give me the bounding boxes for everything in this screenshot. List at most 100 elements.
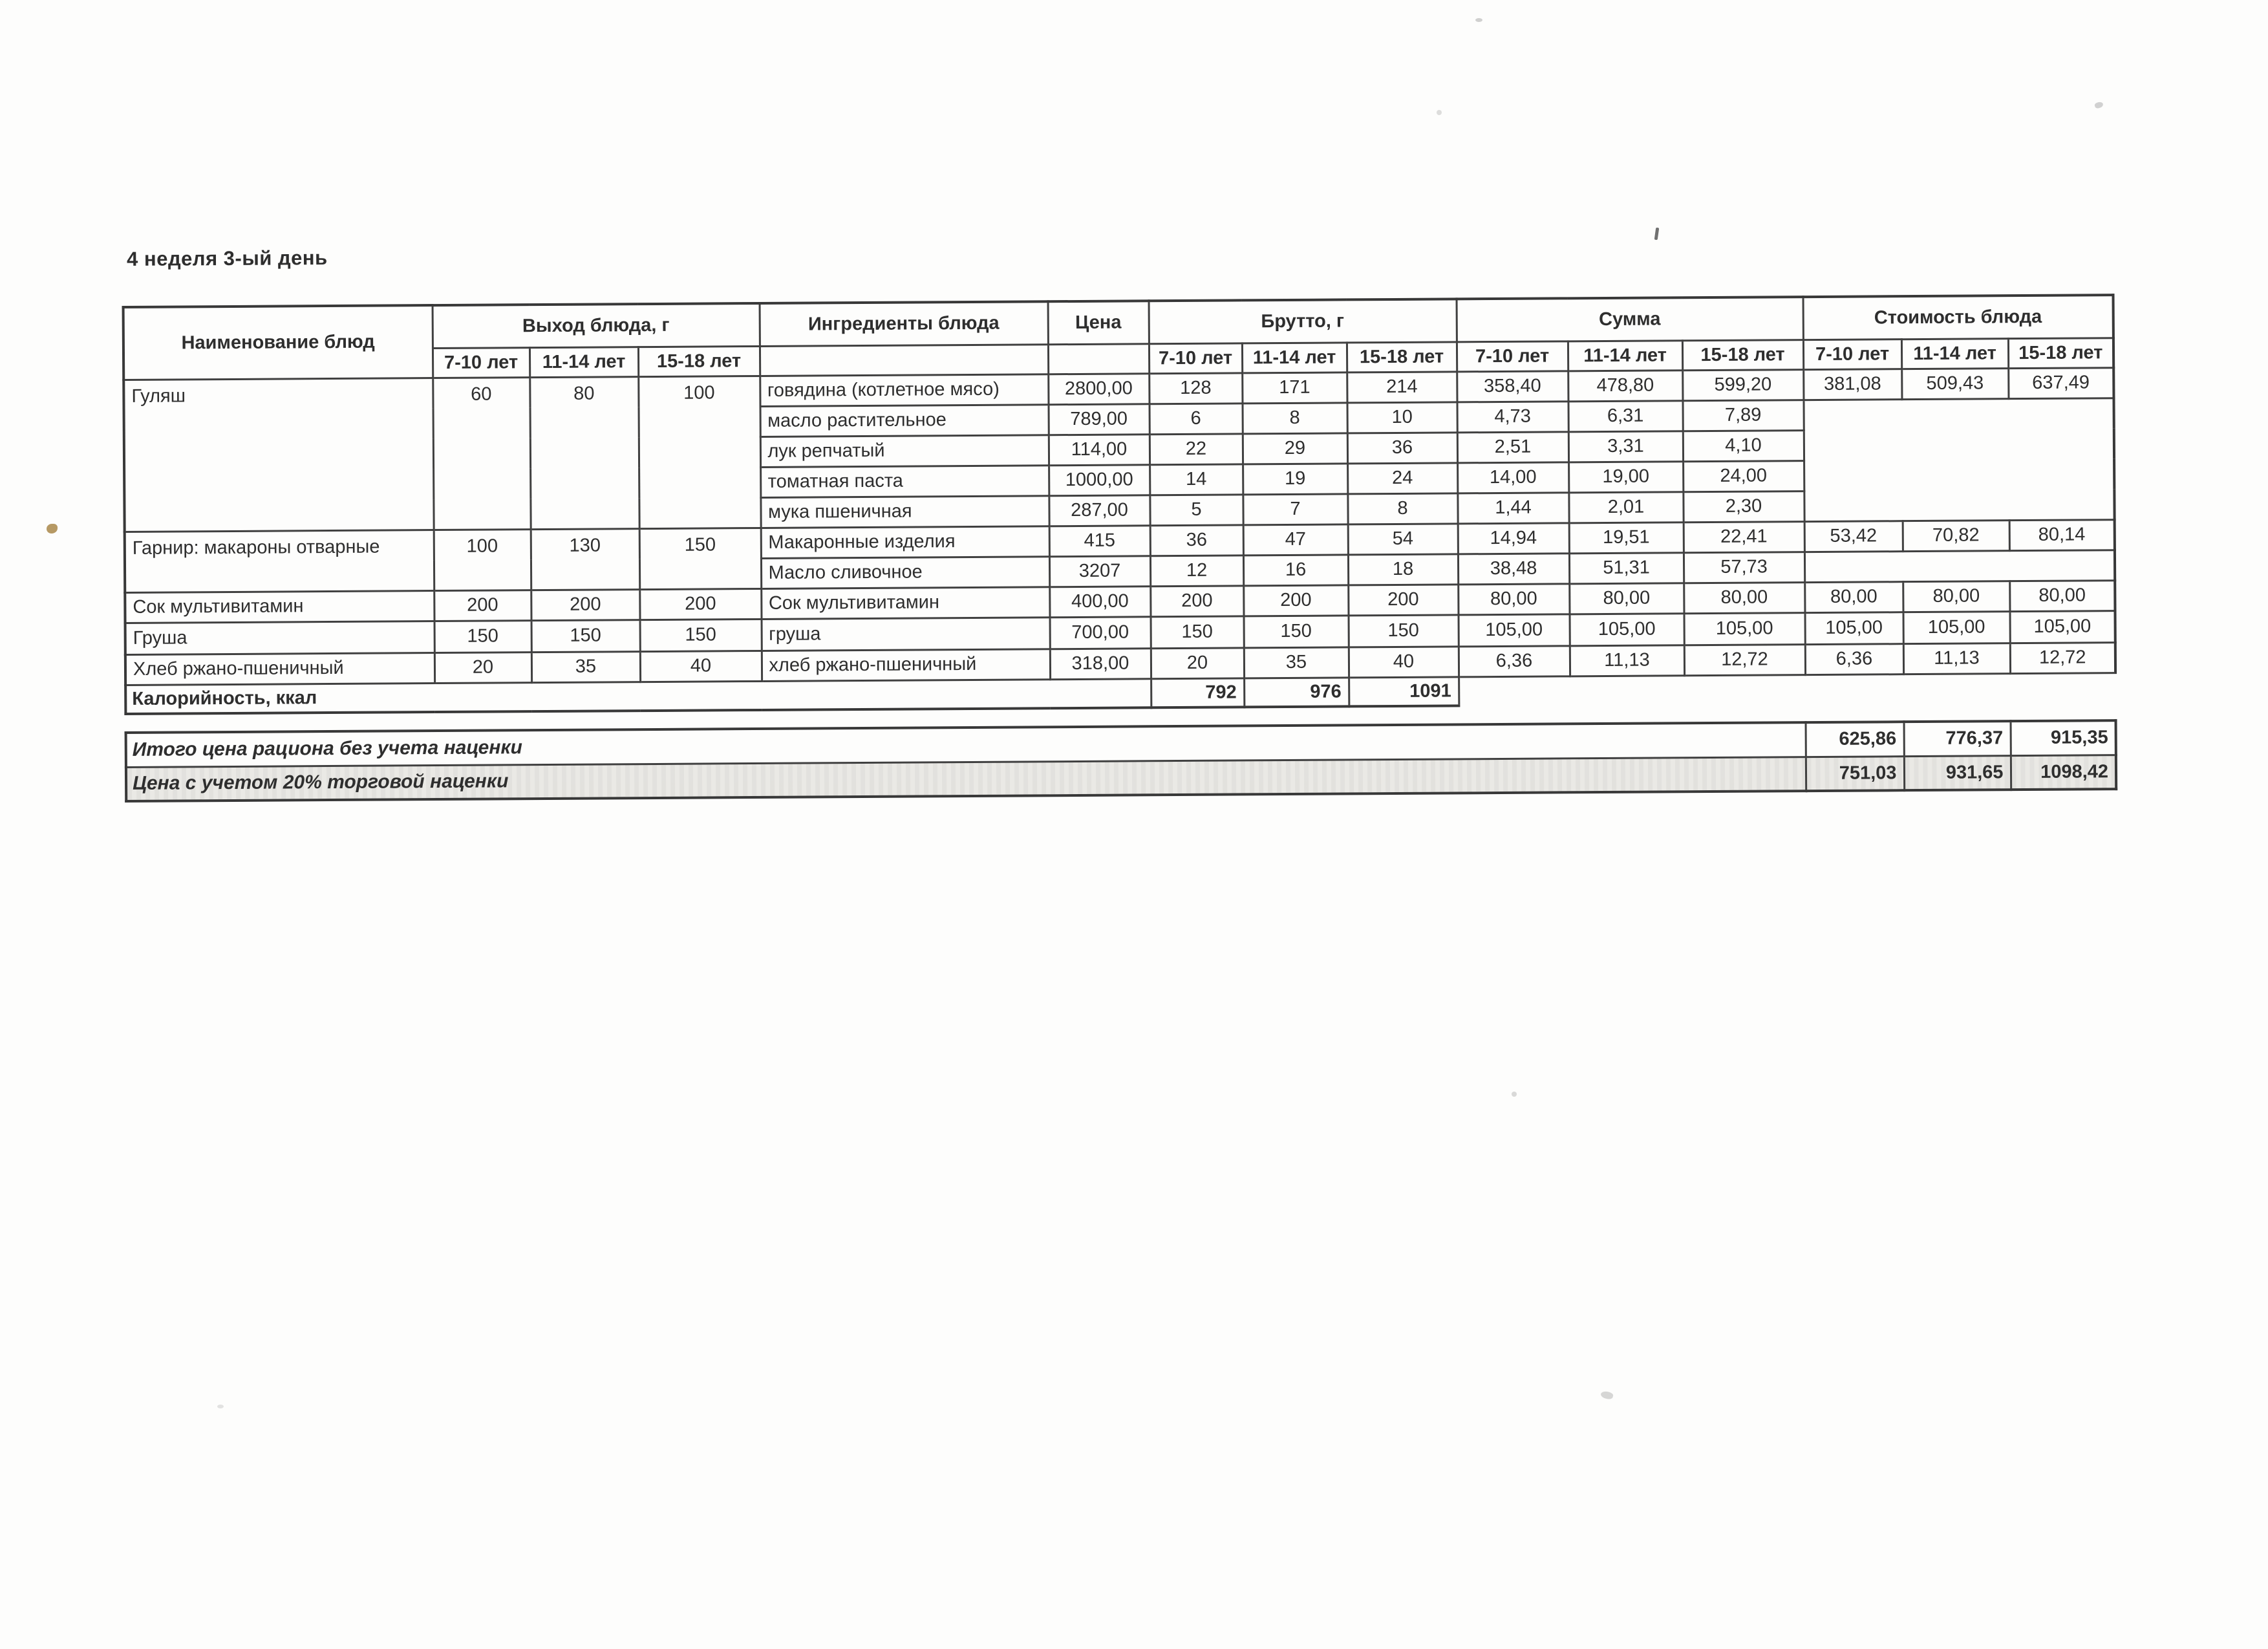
price-cell: 789,00 (1048, 404, 1150, 435)
ingredient-cell: груша (761, 617, 1050, 651)
sum-cell: 24,00 (1683, 460, 1804, 492)
gross-cell: 150 (1150, 616, 1244, 649)
sum-cell: 80,00 (1569, 583, 1684, 614)
sum-cell: 19,51 (1568, 522, 1684, 554)
total-value: 931,65 (1903, 755, 2011, 791)
sum-cell: 1,44 (1457, 492, 1569, 524)
gross-cell: 8 (1242, 402, 1347, 434)
total-value: 776,37 (1903, 721, 2011, 757)
output-cell: 130 (530, 528, 640, 590)
output-cell: 20 (434, 652, 532, 684)
output-cell: 35 (531, 651, 641, 683)
dish-name-cell: Хлеб ржано-пшеничный (125, 652, 435, 685)
sum-cell: 80,00 (1684, 582, 1805, 614)
sum-cell: 105,00 (1569, 613, 1684, 646)
cost-cell: 70,82 (1902, 520, 2009, 552)
sum-cell: 4,73 (1457, 401, 1568, 433)
sum-cell: 57,73 (1683, 552, 1805, 583)
calories-value: 976 (1244, 677, 1349, 707)
cost-cell: 11,13 (1903, 643, 2011, 674)
output-cell: 200 (434, 590, 531, 621)
sum-cell: 358,40 (1457, 371, 1568, 402)
table-cutout-region (1459, 673, 2115, 706)
cost-cell: 381,08 (1803, 369, 1902, 400)
scan-speck (1512, 1092, 1517, 1097)
ingredient-cell: мука пшеничная (760, 495, 1049, 528)
cost-cell: 509,43 (1901, 368, 2009, 400)
gross-cell: 150 (1243, 615, 1349, 648)
gross-cell: 24 (1347, 462, 1458, 494)
gross-cell: 54 (1347, 523, 1458, 555)
cost-cell: 6,36 (1804, 643, 1904, 675)
output-cell: 100 (638, 375, 761, 529)
price-cell: 400,00 (1049, 586, 1151, 618)
output-cell: 200 (639, 588, 762, 620)
age-header-cell: 11-14 лет (1567, 340, 1683, 371)
totals-table: Итого цена рациона без учета наценки 625… (124, 719, 2118, 803)
age-header-cell: 7-10 лет (432, 347, 530, 378)
gross-cell: 171 (1242, 372, 1347, 404)
ingredient-cell: Макаронные изделия (760, 526, 1049, 558)
cost-cell: 105,00 (1903, 611, 2010, 644)
empty-header-cell (759, 344, 1049, 376)
sum-cell: 7,89 (1682, 400, 1804, 431)
cost-cell: 105,00 (1804, 612, 1903, 645)
gross-cell: 36 (1347, 432, 1458, 464)
gross-cell: 35 (1243, 647, 1349, 678)
price-cell: 700,00 (1049, 616, 1151, 649)
cost-cell: 80,00 (2009, 580, 2115, 612)
calories-value: 1091 (1349, 676, 1459, 707)
output-cell: 150 (434, 620, 531, 653)
gross-cell: 14 (1150, 464, 1243, 495)
sum-cell: 12,72 (1684, 644, 1806, 676)
gross-cell: 6 (1149, 403, 1243, 435)
output-cell: 150 (531, 620, 640, 652)
age-header-cell: 15-18 лет (1346, 341, 1457, 372)
dish-name-cell: Гарнир: макароны отварные (124, 530, 434, 592)
gross-cell: 128 (1149, 372, 1243, 404)
total-value: 915,35 (2010, 720, 2116, 756)
dish-name-cell: Груша (125, 621, 434, 654)
scan-speck (1475, 18, 1482, 22)
scan-speck (1437, 110, 1442, 115)
ingredient-cell: говядина (котлетное мясо) (760, 374, 1049, 406)
age-header-cell: 15-18 лет (1682, 339, 1804, 371)
age-header-cell: 7-10 лет (1148, 343, 1243, 374)
price-cell: 114,00 (1048, 434, 1150, 466)
menu-cost-table: Наименование блюд Выход блюда, г Ингреди… (122, 294, 2117, 715)
gross-cell: 29 (1242, 433, 1348, 464)
total-value: 751,03 (1805, 756, 1905, 792)
ingredient-cell: хлеб ржано-пшеничный (761, 649, 1051, 681)
output-cell: 60 (433, 377, 531, 530)
ingredient-cell: томатная паста (760, 465, 1049, 497)
header-cost: Стоимость блюда (1803, 295, 2113, 340)
price-cell: 287,00 (1049, 495, 1150, 526)
gross-cell: 5 (1150, 494, 1243, 526)
price-cell: 1000,00 (1049, 464, 1150, 496)
sum-cell: 6,36 (1458, 645, 1570, 677)
gross-cell: 214 (1347, 371, 1457, 403)
sum-cell: 19,00 (1568, 461, 1684, 493)
price-cell: 3207 (1049, 555, 1151, 587)
gross-cell: 40 (1348, 646, 1459, 678)
blank-cost-cell (1804, 550, 2115, 583)
header-output: Выход блюда, г (432, 303, 760, 349)
gross-cell: 10 (1347, 402, 1457, 433)
cost-cell: 637,49 (2008, 367, 2114, 399)
calories-value: 792 (1151, 678, 1245, 708)
gross-cell: 22 (1149, 433, 1243, 465)
gross-cell: 12 (1150, 555, 1244, 587)
sum-cell: 11,13 (1569, 645, 1685, 676)
sum-cell: 22,41 (1683, 521, 1804, 553)
scan-speck (217, 1405, 224, 1408)
cost-cell: 80,00 (1903, 581, 2010, 612)
empty-header-cell (1047, 343, 1150, 374)
gross-cell: 20 (1150, 647, 1245, 679)
output-cell: 150 (639, 618, 762, 652)
gross-cell: 200 (1243, 585, 1349, 616)
gross-cell: 150 (1348, 614, 1459, 647)
cost-cell: 12,72 (2009, 642, 2116, 674)
sum-cell: 38,48 (1457, 553, 1570, 585)
sum-cell: 105,00 (1684, 612, 1805, 645)
